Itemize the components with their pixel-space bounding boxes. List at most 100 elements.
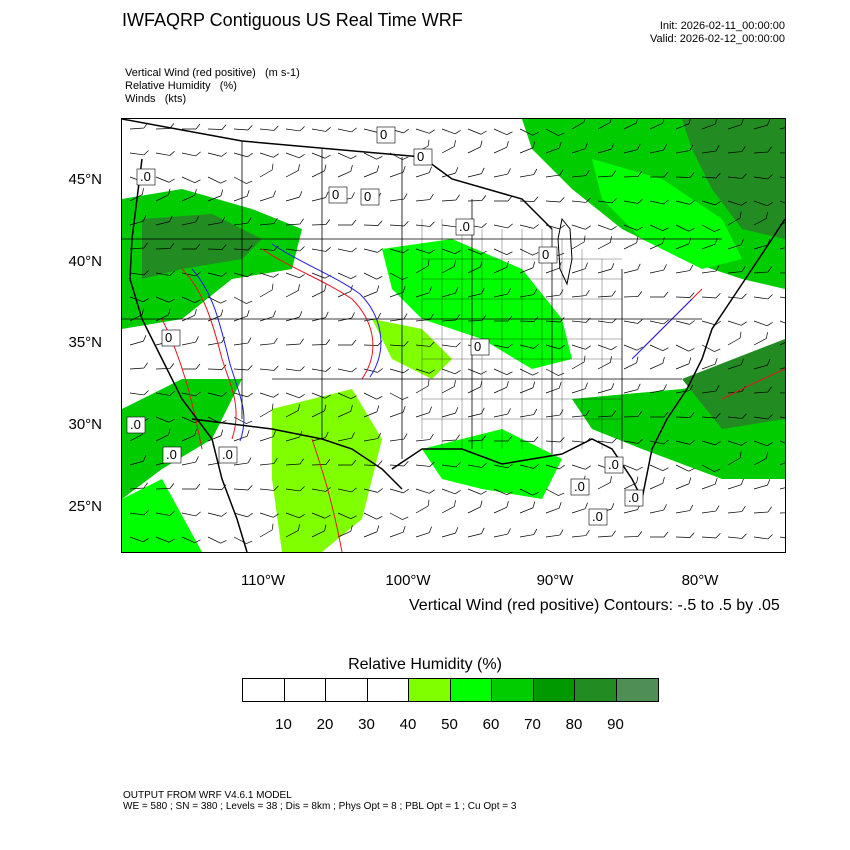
wind-barb (649, 199, 669, 205)
wind-barb (623, 531, 643, 538)
wind-barb (155, 536, 175, 543)
wind-barb (571, 529, 590, 538)
wind-barb (415, 341, 435, 347)
wind-barb (337, 432, 355, 442)
wind-barb (701, 145, 720, 154)
wind-barb (675, 264, 694, 274)
wind-barb (441, 167, 459, 178)
wind-barb (363, 405, 380, 418)
lat-label: 45°N (68, 171, 102, 188)
wind-barb (649, 119, 665, 130)
wind-barb (519, 528, 538, 538)
wind-barb (545, 437, 565, 443)
wind-barb (519, 381, 536, 394)
wind-barb (207, 124, 227, 130)
wind-barb (285, 512, 305, 519)
wind-barb (337, 272, 357, 280)
wind-barb (571, 169, 590, 178)
wind-barb (545, 464, 565, 470)
wind-barb (129, 362, 148, 370)
wind-barb (545, 197, 565, 203)
lon-label: 110°W (240, 572, 286, 589)
wind-barb (597, 410, 616, 418)
wind-barb (181, 216, 199, 226)
wind-barb (545, 409, 564, 418)
valid-time: Valid: 2026-02-12_00:00:00 (650, 33, 785, 45)
wind-barb (493, 381, 509, 394)
wind-barb (753, 440, 773, 447)
wind-barb (701, 358, 718, 370)
wind-barb (753, 452, 768, 466)
wind-barb (181, 151, 201, 157)
wind-barb (363, 165, 380, 178)
wind-barb (623, 356, 639, 370)
wind-barb (129, 510, 149, 516)
lon-label: 90°W (536, 572, 574, 589)
wind-barb (779, 387, 785, 394)
wind-barb (650, 531, 669, 538)
wind-barb (753, 200, 773, 207)
footer-options: WE = 580 ; SN = 380 ; Levels = 38 ; Dis … (123, 801, 517, 812)
wind-barb (571, 289, 590, 298)
legend-swatch (533, 679, 575, 701)
wind-barb (675, 384, 694, 394)
wind-barb (727, 200, 747, 206)
wind-barb (338, 219, 357, 226)
contour-label: .0 (166, 447, 177, 462)
wind-barb (389, 433, 408, 442)
wind-barb (441, 462, 461, 468)
wind-barb (285, 152, 305, 159)
wind-barb (259, 190, 276, 202)
rh-region-plains (382, 239, 572, 369)
wind-barb (233, 485, 253, 491)
legend-tick-label: 40 (399, 716, 417, 733)
wind-barb (233, 217, 252, 226)
contour-label: .0 (140, 169, 151, 184)
wind-barb (597, 318, 617, 324)
contour-label-box (328, 186, 348, 204)
wind-barb (389, 392, 409, 400)
wind-barb (701, 320, 721, 326)
wind-barb (311, 164, 327, 178)
wind-barb (675, 119, 692, 130)
wind-barb (545, 529, 564, 538)
contour-labels: .0 0 0 0 0 .0 0 0 0 .0 .0 .0 .0 .0 .0 .0 (126, 126, 644, 526)
wind-barb (519, 141, 536, 154)
wind-barb (155, 215, 173, 226)
mexico-border (191, 418, 403, 490)
wind-barb (363, 248, 383, 253)
wind-barb (259, 163, 274, 178)
wind-barb (363, 152, 383, 160)
lat-label: 40°N (68, 253, 102, 270)
wind-barb (337, 165, 353, 178)
wind-barb (155, 188, 171, 202)
wind-barb (389, 512, 409, 520)
contour-label-box (161, 329, 181, 347)
wind-barb (753, 119, 771, 130)
wind-barb (338, 339, 357, 346)
wind-barb (389, 193, 408, 202)
wind-barb (675, 504, 694, 514)
wind-barb (207, 244, 227, 250)
wind-barb (129, 335, 147, 346)
wind-barb (363, 525, 380, 538)
wind-barb (467, 128, 487, 135)
wind-barb (311, 191, 329, 202)
wind-barb (441, 488, 461, 495)
wind-barb (441, 260, 456, 274)
wind-barb (545, 488, 565, 496)
wind-barb (571, 119, 586, 130)
wind-barb (415, 488, 435, 494)
contour-label-box (376, 126, 396, 144)
wind-barb (285, 126, 305, 132)
canada-border (122, 119, 553, 230)
wind-barb (701, 413, 721, 419)
legend-swatch (367, 679, 409, 701)
wind-barb (467, 488, 487, 495)
wind-barb (650, 411, 669, 418)
wind-barb (545, 142, 562, 154)
wind-barb (311, 404, 327, 418)
wind-barb (363, 340, 383, 346)
footer-model: OUTPUT FROM WRF V4.6.1 MODEL (123, 790, 292, 801)
wind-barb (259, 485, 279, 491)
